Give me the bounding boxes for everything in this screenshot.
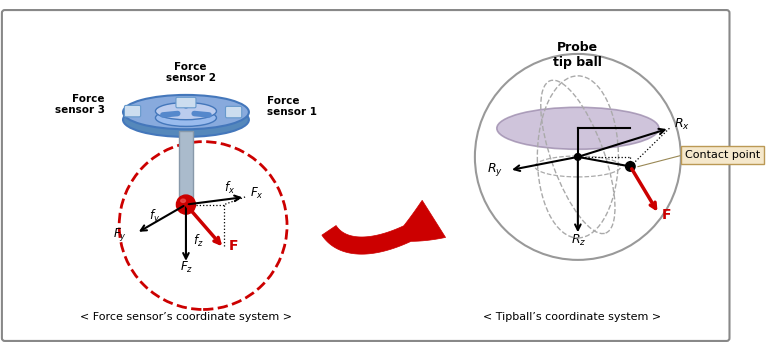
Text: $F_x$: $F_x$ <box>250 186 264 201</box>
Text: $R_x$: $R_x$ <box>674 117 690 132</box>
Ellipse shape <box>123 102 249 137</box>
Text: < Tipball’s coordinate system >: < Tipball’s coordinate system > <box>483 312 661 322</box>
Text: $\mathbf{F}$: $\mathbf{F}$ <box>228 239 239 253</box>
Text: Force
sensor 2: Force sensor 2 <box>166 62 216 84</box>
Text: $F_z$: $F_z$ <box>180 260 193 276</box>
Text: Probe
tip ball: Probe tip ball <box>554 41 602 69</box>
FancyBboxPatch shape <box>179 131 193 205</box>
Circle shape <box>176 195 196 214</box>
FancyBboxPatch shape <box>124 105 140 117</box>
Circle shape <box>574 154 581 160</box>
Text: $f_x$: $f_x$ <box>224 180 235 196</box>
Ellipse shape <box>181 199 186 203</box>
Text: $R_y$: $R_y$ <box>486 161 502 178</box>
Ellipse shape <box>497 107 659 149</box>
FancyBboxPatch shape <box>225 106 242 118</box>
Text: Contact point: Contact point <box>685 150 760 160</box>
Text: $f_y$: $f_y$ <box>149 208 160 226</box>
Text: < Force sensor’s coordinate system >: < Force sensor’s coordinate system > <box>80 312 292 322</box>
FancyBboxPatch shape <box>176 97 196 108</box>
Text: $f_z$: $f_z$ <box>193 233 203 249</box>
Ellipse shape <box>156 109 216 126</box>
Polygon shape <box>322 200 446 254</box>
Text: Force
sensor 3: Force sensor 3 <box>55 94 105 115</box>
Ellipse shape <box>123 95 249 129</box>
FancyBboxPatch shape <box>2 10 729 341</box>
Circle shape <box>626 162 635 171</box>
Ellipse shape <box>156 102 216 120</box>
Text: $R_z$: $R_z$ <box>571 233 587 248</box>
Text: $F_y$: $F_y$ <box>113 226 127 243</box>
Text: Force
sensor 1: Force sensor 1 <box>267 95 317 117</box>
Text: $\mathbf{F}$: $\mathbf{F}$ <box>661 208 671 222</box>
